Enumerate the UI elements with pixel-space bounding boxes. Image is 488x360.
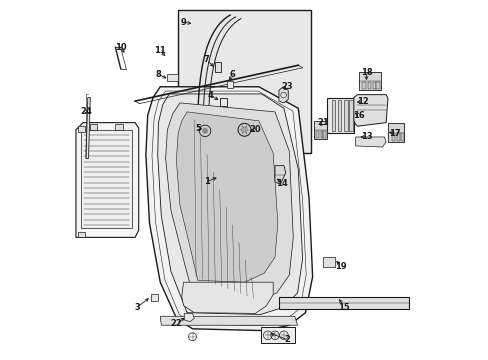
Text: 24: 24 bbox=[81, 107, 92, 116]
Polygon shape bbox=[372, 82, 376, 89]
Polygon shape bbox=[76, 123, 139, 237]
Polygon shape bbox=[160, 316, 297, 325]
Polygon shape bbox=[344, 100, 347, 131]
Polygon shape bbox=[278, 297, 408, 309]
Polygon shape bbox=[167, 74, 178, 81]
Polygon shape bbox=[81, 130, 131, 228]
Text: 7: 7 bbox=[203, 55, 209, 64]
Text: 3: 3 bbox=[134, 303, 140, 312]
Polygon shape bbox=[353, 95, 387, 126]
Polygon shape bbox=[337, 100, 341, 131]
Text: 16: 16 bbox=[353, 111, 365, 120]
Text: 23: 23 bbox=[281, 82, 293, 91]
Polygon shape bbox=[115, 125, 122, 130]
Polygon shape bbox=[176, 112, 277, 282]
Polygon shape bbox=[227, 81, 233, 88]
Text: 18: 18 bbox=[360, 68, 371, 77]
Polygon shape bbox=[278, 87, 287, 103]
Text: 14: 14 bbox=[276, 179, 287, 188]
Text: 8: 8 bbox=[155, 70, 161, 79]
Circle shape bbox=[241, 126, 247, 134]
Polygon shape bbox=[260, 327, 294, 343]
Polygon shape bbox=[400, 134, 404, 141]
Polygon shape bbox=[323, 131, 325, 138]
Polygon shape bbox=[320, 131, 323, 138]
Polygon shape bbox=[90, 125, 97, 130]
Text: 2: 2 bbox=[284, 335, 290, 344]
Polygon shape bbox=[331, 100, 335, 131]
Polygon shape bbox=[359, 72, 380, 90]
Text: 4: 4 bbox=[207, 91, 213, 100]
Text: 6: 6 bbox=[228, 70, 234, 79]
Polygon shape bbox=[323, 257, 334, 267]
Polygon shape bbox=[78, 126, 85, 132]
Polygon shape bbox=[376, 82, 379, 89]
Polygon shape bbox=[362, 82, 365, 89]
Polygon shape bbox=[182, 282, 273, 314]
Polygon shape bbox=[158, 94, 302, 315]
Polygon shape bbox=[355, 137, 386, 147]
Polygon shape bbox=[274, 166, 285, 184]
Text: 20: 20 bbox=[249, 125, 261, 134]
Polygon shape bbox=[220, 98, 226, 107]
Text: 22: 22 bbox=[170, 319, 182, 328]
Polygon shape bbox=[78, 232, 85, 237]
Bar bbox=[178, 10, 310, 153]
Text: 10: 10 bbox=[115, 43, 126, 52]
Text: 15: 15 bbox=[338, 303, 349, 312]
Polygon shape bbox=[367, 82, 370, 89]
Polygon shape bbox=[165, 103, 293, 302]
Text: 5: 5 bbox=[195, 123, 201, 132]
Polygon shape bbox=[396, 134, 399, 141]
Text: 1: 1 bbox=[203, 177, 209, 186]
Polygon shape bbox=[326, 98, 353, 134]
Text: 21: 21 bbox=[317, 118, 328, 127]
Polygon shape bbox=[145, 87, 312, 330]
Polygon shape bbox=[314, 121, 326, 139]
Text: 17: 17 bbox=[388, 129, 400, 138]
Circle shape bbox=[202, 128, 207, 134]
Text: 13: 13 bbox=[360, 132, 371, 141]
Polygon shape bbox=[214, 62, 221, 72]
Polygon shape bbox=[387, 123, 403, 142]
Text: 9: 9 bbox=[180, 18, 186, 27]
Text: 11: 11 bbox=[154, 46, 166, 55]
Polygon shape bbox=[150, 294, 158, 301]
Polygon shape bbox=[194, 126, 208, 150]
Polygon shape bbox=[391, 134, 395, 141]
Polygon shape bbox=[348, 100, 352, 131]
Text: 12: 12 bbox=[356, 96, 368, 105]
Text: 19: 19 bbox=[335, 262, 346, 271]
Polygon shape bbox=[86, 98, 90, 158]
Polygon shape bbox=[184, 314, 194, 321]
Polygon shape bbox=[316, 131, 319, 138]
